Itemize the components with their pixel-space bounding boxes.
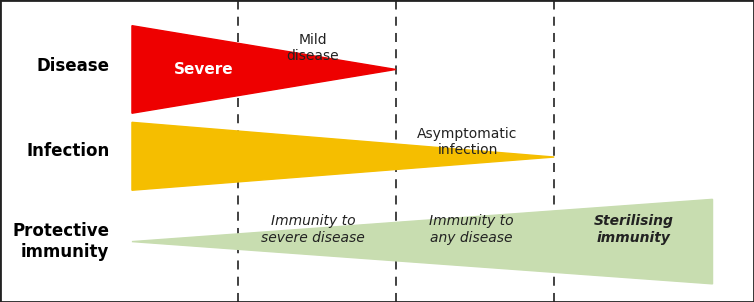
Text: Infection: Infection [26,142,109,160]
Text: Mild
disease: Mild disease [287,33,339,63]
Polygon shape [132,26,396,113]
Polygon shape [132,199,713,284]
Text: Asymptomatic
infection: Asymptomatic infection [417,127,518,157]
Text: Immunity to
severe disease: Immunity to severe disease [261,214,365,245]
Polygon shape [132,122,554,190]
Text: Immunity to
any disease: Immunity to any disease [429,214,513,245]
Text: Protective
immunity: Protective immunity [12,222,109,261]
Text: Sterilising
immunity: Sterilising immunity [593,214,673,245]
Text: Severe: Severe [173,62,234,77]
Text: Disease: Disease [36,57,109,76]
